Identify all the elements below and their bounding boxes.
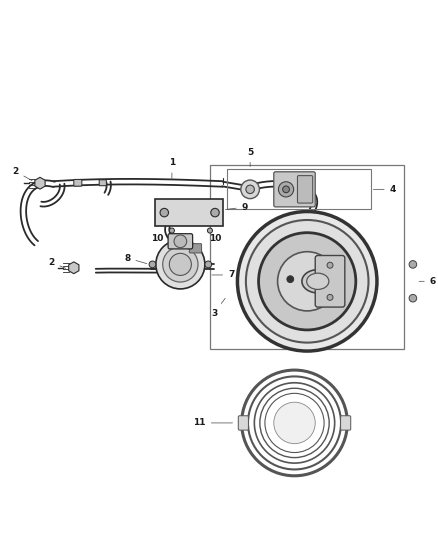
FancyBboxPatch shape <box>168 233 193 249</box>
Circle shape <box>170 228 174 233</box>
Text: 11: 11 <box>193 418 233 427</box>
FancyBboxPatch shape <box>155 199 223 227</box>
Bar <box>227 169 371 209</box>
FancyBboxPatch shape <box>189 244 201 253</box>
Text: 4: 4 <box>373 185 396 194</box>
FancyBboxPatch shape <box>297 175 313 203</box>
Text: 8: 8 <box>124 254 147 264</box>
Circle shape <box>160 208 169 217</box>
FancyBboxPatch shape <box>341 416 351 430</box>
Circle shape <box>279 182 293 197</box>
Text: 6: 6 <box>419 277 436 286</box>
Circle shape <box>327 262 333 268</box>
Circle shape <box>409 261 417 268</box>
Text: 10: 10 <box>151 233 163 243</box>
Circle shape <box>149 261 156 268</box>
Text: 1: 1 <box>169 158 175 179</box>
Text: 2: 2 <box>48 258 66 269</box>
Circle shape <box>237 212 377 351</box>
Circle shape <box>327 294 333 300</box>
Circle shape <box>246 185 254 193</box>
Text: 7: 7 <box>212 270 234 279</box>
Circle shape <box>258 233 356 330</box>
FancyBboxPatch shape <box>99 180 106 185</box>
Circle shape <box>205 261 212 268</box>
FancyBboxPatch shape <box>274 172 315 207</box>
Circle shape <box>278 252 337 311</box>
Circle shape <box>211 208 219 217</box>
Circle shape <box>174 235 187 248</box>
Circle shape <box>156 240 205 289</box>
FancyBboxPatch shape <box>238 416 248 430</box>
Circle shape <box>246 220 368 343</box>
Text: 5: 5 <box>247 148 253 166</box>
Circle shape <box>274 402 315 443</box>
Circle shape <box>287 276 293 282</box>
Text: 9: 9 <box>226 203 248 212</box>
Text: 2: 2 <box>12 167 32 181</box>
Circle shape <box>162 247 198 282</box>
Ellipse shape <box>302 270 334 293</box>
Text: 10: 10 <box>209 233 221 243</box>
FancyBboxPatch shape <box>74 180 82 186</box>
Ellipse shape <box>307 273 329 289</box>
Circle shape <box>409 294 417 302</box>
Circle shape <box>283 186 290 193</box>
Text: 3: 3 <box>211 298 225 318</box>
Circle shape <box>170 253 191 276</box>
Circle shape <box>208 228 212 233</box>
Bar <box>210 165 404 349</box>
FancyBboxPatch shape <box>315 255 345 307</box>
Circle shape <box>241 180 259 199</box>
